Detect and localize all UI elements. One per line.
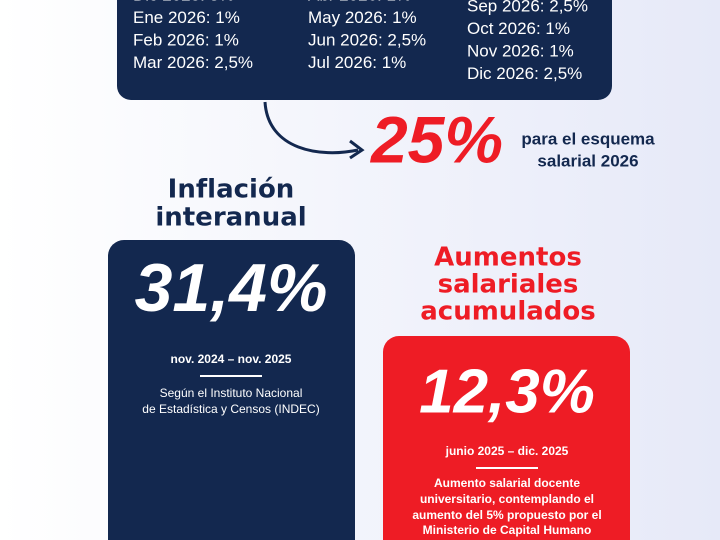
schedule-item: Jul 2026: 1%: [308, 53, 406, 72]
schedule-box: [117, 0, 612, 100]
raises-box: [383, 336, 630, 540]
schedule-item: Feb 2026: 1%: [133, 30, 239, 49]
schedule-item: Sep 2026: 2,5%: [467, 0, 588, 15]
schedule-item: Jun 2026: 2,5%: [308, 30, 426, 49]
schedule-item: Dic 2025: 3%: [133, 0, 234, 4]
schedule-item: Oct 2026: 1%: [467, 19, 570, 38]
schedule-item: Ene 2026: 1%: [133, 8, 240, 27]
arrow-head: [349, 139, 365, 160]
raises-note: Ministerio de Capital Humano: [423, 523, 592, 537]
inflation-title: Inflación: [168, 175, 295, 205]
inflation-period: nov. 2024 – nov. 2025: [171, 352, 292, 366]
inflation-source: Según el Instituto Nacional: [160, 386, 303, 400]
raises-note: Aumento salarial docente: [434, 476, 580, 490]
schedule: Dic 2025: 3% Ene 2026: 1% Feb 2026: 1% Mar …: [133, 0, 588, 83]
inflation-title: interanual: [155, 203, 306, 233]
raises-title: acumulados: [420, 297, 595, 327]
highlight-value: 25%: [369, 102, 503, 176]
highlight-text: salarial 2026: [537, 151, 638, 170]
raises-title: salariales: [438, 270, 579, 300]
schedule-item: May 2026: 1%: [308, 8, 417, 27]
raises-value: 12,3%: [419, 357, 595, 426]
raises-period: junio 2025 – dic. 2025: [445, 444, 569, 458]
inflation-box: [108, 240, 355, 540]
schedule-item: Nov 2026: 1%: [467, 41, 574, 60]
inflation-value: 31,4%: [135, 250, 328, 326]
raises-title: Aumentos: [434, 243, 582, 273]
inflation-source: de Estadística y Censos (INDEC): [142, 402, 319, 416]
schedule-item: Dic 2026: 2,5%: [467, 64, 582, 83]
raises-note: universitario, contemplando el: [420, 492, 594, 506]
highlight-text: para el esquema: [521, 129, 655, 148]
schedule-item: Mar 2026: 2,5%: [133, 53, 253, 72]
arrow: [263, 101, 359, 155]
raises-note: aumento del 5% propuesto por el: [412, 508, 601, 522]
schedule-item: Abr 2026: 1%: [308, 0, 411, 4]
